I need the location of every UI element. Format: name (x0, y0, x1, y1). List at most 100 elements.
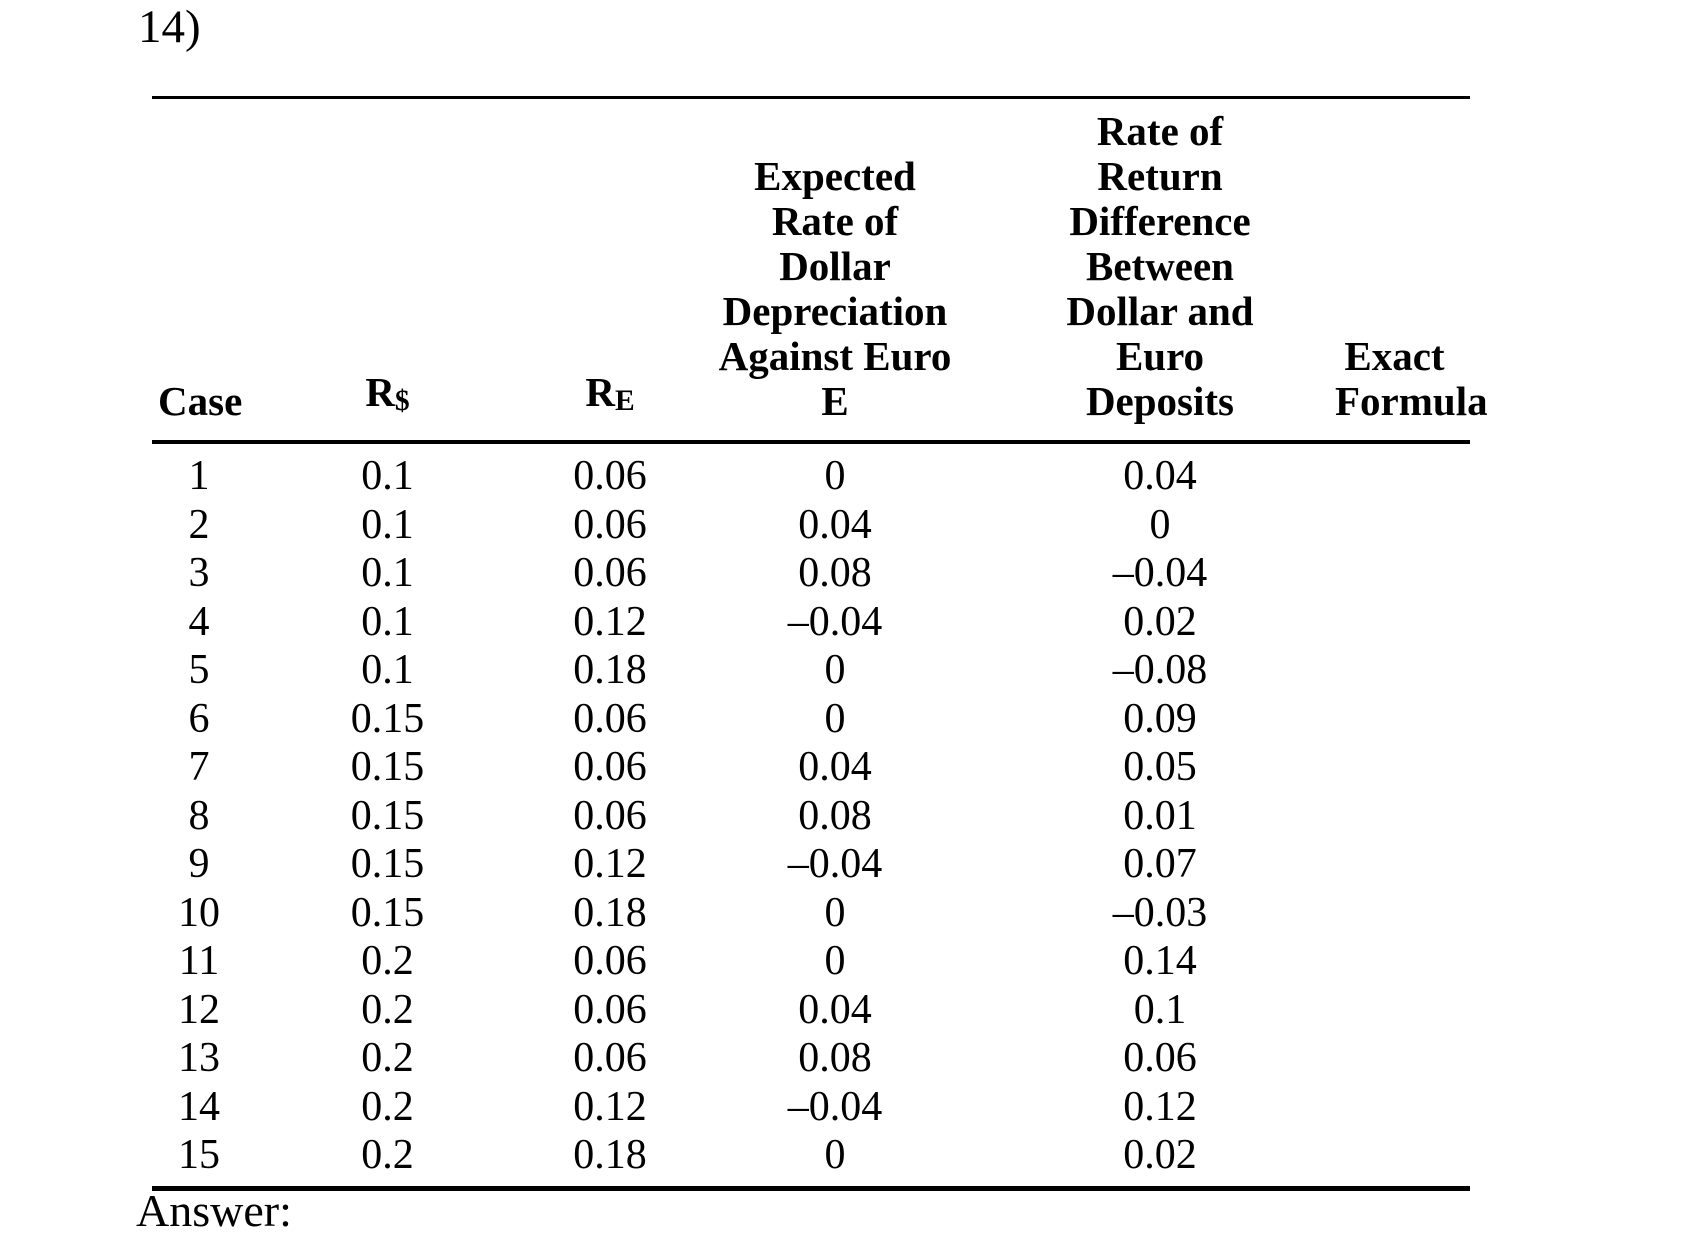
table-cell: 0.12 (1123, 1083, 1197, 1130)
table-cell: –0.04 (787, 598, 883, 645)
table-cell: 15 (178, 1132, 220, 1178)
table-cell: 14 (178, 1083, 220, 1130)
table-cell: 0.2 (361, 1132, 414, 1178)
table-row: 4 0.1 0.12 –0.04 0.02 (152, 598, 1470, 647)
table-cell: –0.08 (1112, 647, 1208, 693)
table-cell: 0.01 (1123, 792, 1197, 839)
table-cell: 0.04 (798, 744, 872, 790)
table-cell: 0.15 (350, 841, 425, 887)
table-cell: 0.06 (573, 453, 647, 499)
table-cell: 0.2 (361, 1083, 414, 1130)
table-cell (1335, 986, 1470, 1035)
table-cell: 0.02 (1123, 598, 1197, 645)
table-cell: 0.04 (798, 986, 872, 1033)
table-cell (1335, 695, 1470, 744)
table-cell: 6 (188, 695, 210, 742)
header-expected-depreciation: Expected Rate of Dollar Depreciation Aga… (718, 153, 952, 424)
table-cell: 12 (178, 986, 220, 1033)
table-cell: 0.08 (798, 792, 872, 839)
table-cell: 0.1 (361, 501, 414, 548)
table-cell (1335, 937, 1470, 986)
table-cell: 0.06 (573, 744, 647, 790)
table-row: 11 0.2 0.06 0 0.14 (152, 937, 1470, 986)
table-cell: 0.18 (573, 647, 647, 693)
header-case: Case (158, 378, 243, 424)
table-cell: 0.07 (1123, 841, 1197, 887)
table-cell (1335, 598, 1470, 647)
table-cell: 0.06 (573, 501, 647, 548)
table-cell: 0.2 (361, 938, 414, 984)
table-cell (1335, 743, 1470, 792)
header-return-difference: Rate of Return Difference Between Dollar… (1066, 108, 1254, 424)
table-cell (1335, 889, 1470, 938)
table-row: 12 0.2 0.06 0.04 0.1 (152, 986, 1470, 1035)
table-cell: 0.06 (1123, 1035, 1197, 1081)
table-cell (1335, 501, 1470, 550)
header-row: Case R$ RE Expected Rate of Dollar Depre… (152, 98, 1488, 443)
table-cell: 0.18 (573, 1132, 647, 1178)
table-header: Case R$ RE Expected Rate of Dollar Depre… (152, 98, 1488, 443)
table-cell: 0.04 (1123, 453, 1197, 499)
table-cell: 0 (824, 889, 846, 936)
table-row: 7 0.15 0.06 0.04 0.05 (152, 743, 1470, 792)
table-cell: 0.12 (573, 841, 647, 887)
table-cell: 4 (188, 598, 210, 645)
table-cell: 0.18 (573, 889, 647, 936)
table-cell: 0.05 (1123, 744, 1197, 790)
table-row: 3 0.1 0.06 0.08 –0.04 (152, 549, 1470, 598)
table-cell (1335, 1083, 1470, 1132)
question-number: 14) (138, 1, 201, 53)
table-body: 1 0.1 0.06 0 0.04 2 0.1 0.06 0.04 0 3 0.1 0.06 0.08 –0… (152, 442, 1470, 1188)
table-cell: 0.04 (798, 501, 872, 548)
table-cell: 0.2 (361, 986, 414, 1033)
table-cell: 0.09 (1123, 695, 1197, 742)
rates-table: Case R$ RE Expected Rate of Dollar Depre… (152, 96, 1488, 1191)
table-cell: 0.1 (361, 550, 414, 596)
table-cell: 0 (824, 1132, 846, 1178)
table-cell: 7 (188, 744, 210, 790)
table-cell: 0.08 (798, 550, 872, 596)
table-cell: 0.15 (350, 744, 425, 790)
table-cell: 3 (188, 550, 210, 596)
table-cell: 0.1 (361, 453, 414, 499)
table-row: 13 0.2 0.06 0.08 0.06 (152, 1034, 1470, 1083)
table-cell: 0.15 (350, 695, 425, 742)
table-row: 6 0.15 0.06 0 0.09 (152, 695, 1470, 744)
table-cell (1335, 792, 1470, 841)
table-cell: 0 (1149, 501, 1171, 548)
header-r-euro: RE (505, 98, 715, 443)
table-cell: –0.03 (1112, 889, 1208, 936)
table-cell: 0.06 (573, 938, 647, 984)
table-cell: 2 (188, 501, 210, 548)
table-cell (1335, 1131, 1470, 1188)
table-cell (1335, 646, 1470, 695)
table-cell: 9 (188, 841, 210, 887)
table-row: 15 0.2 0.18 0 0.02 (152, 1131, 1470, 1188)
table-cell: 1 (188, 453, 210, 499)
table-cell: 0.06 (573, 1035, 647, 1081)
table-cell: 0.15 (350, 792, 425, 839)
table-cell (1335, 1034, 1470, 1083)
table-cell: –0.04 (787, 1083, 883, 1130)
table-cell: 0 (824, 938, 846, 984)
table-cell: 0 (824, 695, 846, 742)
table-cell: –0.04 (1112, 550, 1208, 596)
table-cell: 0.1 (361, 598, 414, 645)
header-r-euro-subscript: E (614, 385, 635, 417)
table-row: 2 0.1 0.06 0.04 0 (152, 501, 1470, 550)
table-cell: 5 (188, 647, 210, 693)
table-cell: 11 (178, 938, 220, 984)
table-cell: 0.06 (573, 695, 647, 742)
table-row: 10 0.15 0.18 0 –0.03 (152, 889, 1470, 938)
table-row: 1 0.1 0.06 0 0.04 (152, 442, 1470, 501)
table-cell: 0.06 (573, 550, 647, 596)
table-cell: 0.12 (573, 598, 647, 645)
table-cell: 0.06 (573, 792, 647, 839)
header-r-dollar-base: R (365, 368, 395, 415)
table-cell (1335, 840, 1470, 889)
table-cell: 13 (178, 1035, 220, 1081)
table-row: 8 0.15 0.06 0.08 0.01 (152, 792, 1470, 841)
table-cell: 0 (824, 647, 846, 693)
table-cell: 0.15 (350, 889, 425, 936)
header-r-dollar: R$ (270, 98, 505, 443)
